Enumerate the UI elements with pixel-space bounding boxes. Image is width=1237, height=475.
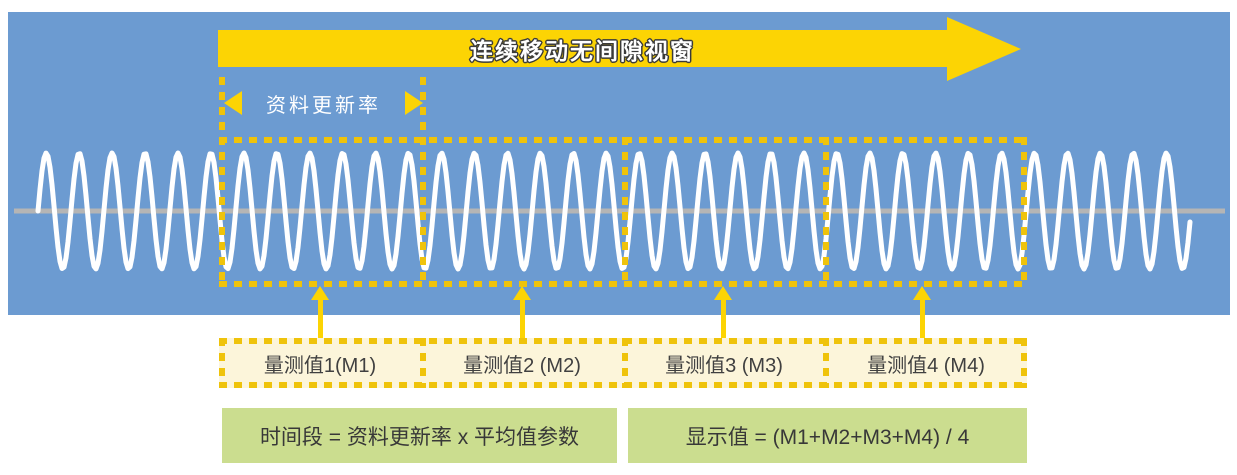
connector-stem xyxy=(721,298,726,338)
update-rate-dash-left xyxy=(219,77,225,137)
label-row-dash-left xyxy=(219,338,225,388)
label-row-divider xyxy=(622,338,628,388)
label-row-divider xyxy=(420,338,426,388)
label-row-divider xyxy=(823,338,829,388)
connector-stem xyxy=(318,298,323,338)
window-grid-v5 xyxy=(1021,137,1027,287)
update-rate-callout: 资料更新率 xyxy=(224,88,423,118)
update-rate-label: 资料更新率 xyxy=(266,94,381,117)
moving-window-arrowhead-icon xyxy=(947,17,1021,81)
arrow-left-icon xyxy=(224,91,242,115)
connector-arrowhead-icon xyxy=(913,286,931,300)
sine-wave-path xyxy=(35,150,1193,272)
connector-stem xyxy=(920,298,925,338)
moving-window-label: 连续移动无间隙视窗 xyxy=(470,37,695,64)
measurement-label-m2: 量测值2 (M2) xyxy=(463,354,581,377)
window-grid-v4 xyxy=(823,137,829,287)
window-grid-v3 xyxy=(622,137,628,287)
connector-arrowhead-icon xyxy=(714,286,732,300)
window-grid-v2 xyxy=(420,137,426,287)
connector-arrowhead-icon xyxy=(311,286,329,300)
measurement-label-m1: 量测值1(M1) xyxy=(263,354,377,377)
measurement-label-m3: 量测值3 (M3) xyxy=(665,354,783,377)
connector-arrowhead-icon xyxy=(513,286,531,300)
update-rate-dash-right xyxy=(420,77,426,137)
measurement-label-m4: 量测值4 (M4) xyxy=(867,354,985,377)
moving-window-arrow: 连续移动无间隙视窗 xyxy=(218,30,947,67)
formula-time-period: 时间段 = 资料更新率 x 平均值参数 xyxy=(222,408,617,463)
label-row-dash-right xyxy=(1021,338,1027,388)
window-grid-v1 xyxy=(219,137,225,287)
connector-stem xyxy=(520,298,525,338)
arrow-right-icon xyxy=(405,91,423,115)
formula-display-value: 显示值 = (M1+M2+M3+M4) / 4 xyxy=(628,408,1027,463)
